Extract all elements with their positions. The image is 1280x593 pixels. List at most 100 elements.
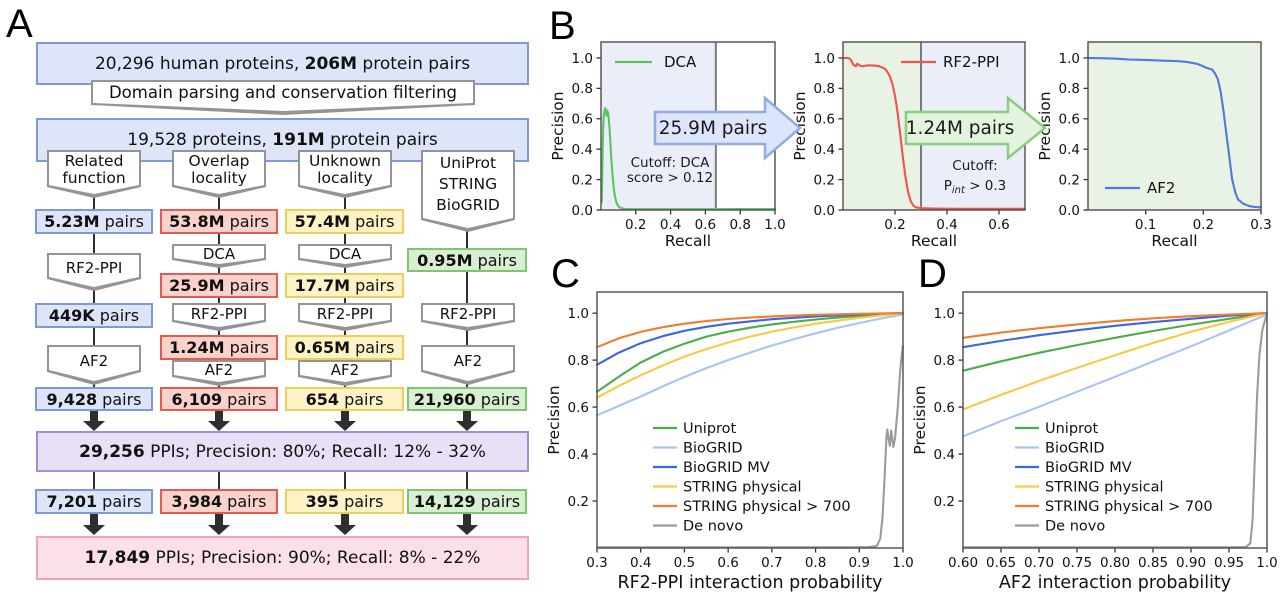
arrow-down2-c4 [456,514,478,535]
series-STRING physical [961,312,1269,411]
panel-label-c: C [551,252,580,296]
svg-text:0.8: 0.8 [805,555,826,571]
svg-text:STRING physical > 700: STRING physical > 700 [683,499,851,515]
svg-text:1.0: 1.0 [572,51,593,67]
svg-text:De novo: De novo [1045,519,1105,535]
box-c3-after-af2: 654 pairs [285,387,404,411]
svg-text:Cutoff:: Cutoff: [952,158,997,174]
svg-text:0.4: 0.4 [814,142,835,158]
svg-text:STRING physical: STRING physical [683,480,802,496]
svg-text:0.9: 0.9 [849,555,870,571]
box-c3-after-dca: 17.7M pairs [285,273,404,298]
connector-m1-c3 [344,472,346,490]
panel-label-a: A [6,2,33,46]
axes: 0.2 0.4 0.6 0.8 1.0 0.0 0.2 0.4 0.6 0.8 1.0 Recall P… [549,51,786,250]
svg-text:0.4: 0.4 [936,217,957,233]
connector-m1-c2 [218,472,220,490]
svg-text:0.8: 0.8 [934,353,955,369]
box-c1-after-af2: 9,428 pairs [35,387,153,411]
plot-frame [596,291,904,549]
box-c3-after-rf2: 0.65M pairs [285,335,404,360]
svg-text:0.4: 0.4 [630,555,651,571]
legend: Uniprot BioGRID BioGRID MV STRING physical S… [1015,421,1213,535]
svg-text:0.85: 0.85 [1138,555,1168,571]
svg-text:1.0: 1.0 [814,51,835,67]
box-c2-after-dca: 25.9M pairs [160,273,278,298]
arrow-down2-c3 [334,514,356,535]
svg-text:0.5: 0.5 [674,555,695,571]
svg-text:1.0: 1.0 [1059,51,1080,67]
svg-text:0.60: 0.60 [948,555,978,571]
panel-label-d: D [918,252,947,296]
svg-text:0.8: 0.8 [814,81,835,97]
x-axis-label: RF2-PPI interaction probability [617,573,882,593]
svg-text:0.6: 0.6 [1059,112,1080,128]
svg-text:0.65: 0.65 [986,555,1016,571]
y-axis-label: Precision [1036,91,1054,160]
svg-text:0.1: 0.1 [1135,217,1156,233]
svg-text:0.8: 0.8 [572,81,593,97]
legend: AF2 [1105,179,1175,197]
box-c4-input: 0.95M pairs [407,248,527,272]
svg-text:0.2: 0.2 [1059,172,1080,188]
svg-text:score > 0.12: score > 0.12 [627,170,713,186]
svg-text:0.4: 0.4 [660,217,681,233]
step-c4-af2: AF2 [421,345,515,385]
chart-panel-d: 0.60 0.65 0.70 0.75 0.80 0.85 0.90 0.95 1.0 0.2 0.… [911,291,1278,593]
svg-text:0.0: 0.0 [1059,203,1080,219]
svg-text:0.6: 0.6 [695,217,716,233]
step-c2-rf2ppi: RF2-PPI [172,303,266,331]
svg-text:1.0: 1.0 [892,555,913,571]
svg-text:1.0: 1.0 [764,217,785,233]
step-c1-af2: AF2 [47,345,141,385]
pairs-arrow-green [904,95,1047,161]
step-c2-dca: DCA [172,244,266,268]
step-c3-dca: DCA [298,244,392,268]
svg-text:0.6: 0.6 [934,400,955,416]
svg-text:0.0: 0.0 [572,203,593,219]
series-BioGRID MV [595,312,905,366]
svg-text:0.6: 0.6 [717,555,738,571]
panel-b-transfer-arrows: 25.9M pairs 1.24M pairs [653,95,1047,161]
connector-line-col1 [93,196,95,398]
box-c1-final: 7,201 pairs [35,489,153,514]
svg-text:0.3: 0.3 [586,555,607,571]
connector-m1-c4 [466,472,468,490]
svg-text:0.6: 0.6 [814,112,835,128]
box-all-pairs-text: 20,296 human proteins, [94,53,305,74]
svg-text:Uniprot: Uniprot [1045,421,1099,437]
box-c2-after-af2: 6,109 pairs [160,387,278,411]
svg-text:0.2: 0.2 [884,217,905,233]
x-axis-label: Recall [1151,232,1197,250]
svg-text:0.0: 0.0 [814,203,835,219]
svg-text:BioGRID: BioGRID [683,441,743,457]
panel-label-b: B [549,4,576,48]
svg-text:1.0: 1.0 [1256,555,1277,571]
axes: 0.3 0.4 0.5 0.6 0.7 0.8 0.9 1.0 0.2 0.4 0.6 0.8 1.0 R… [545,306,914,593]
legend: DCA [615,53,697,71]
series-Uniprot [595,312,905,393]
box-c3-input: 57.4M pairs [285,209,404,234]
arrow-down-c2 [208,411,230,431]
series-STRING physical [595,312,905,399]
series-STRING physical > 700 [595,312,905,349]
chart-panel-b3: 0.1 0.2 0.3 0.0 0.2 0.4 0.6 0.8 1.0 Recall Precisi… [1036,41,1272,250]
box-all-pairs-bold: 206M [304,53,358,74]
series-RF2-PPI [842,56,1027,210]
svg-text:STRING physical: STRING physical [1045,480,1164,496]
svg-text:1.0: 1.0 [934,306,955,322]
step-domain-filtering: Domain parsing and conservation filterin… [91,80,475,115]
x-axis-label: Recall [911,232,957,250]
series-BioGRID [961,313,1269,438]
box-all-pairs: 20,296 human proteins, 206M protein pair… [36,42,529,85]
svg-text:Uniprot: Uniprot [683,421,737,437]
y-axis-label: Precision [911,385,929,454]
box-c3-final: 395 pairs [285,489,404,514]
svg-text:BioGRID MV: BioGRID MV [1045,460,1132,476]
svg-text:0.4: 0.4 [572,142,593,158]
cutoff-annotation: Cutoff: Pint > 0.3 [944,158,1007,196]
svg-text:0.2: 0.2 [1193,217,1214,233]
svg-text:0.8: 0.8 [729,217,750,233]
svg-text:STRING physical > 700: STRING physical > 700 [1045,499,1213,515]
svg-text:0.8: 0.8 [568,353,589,369]
